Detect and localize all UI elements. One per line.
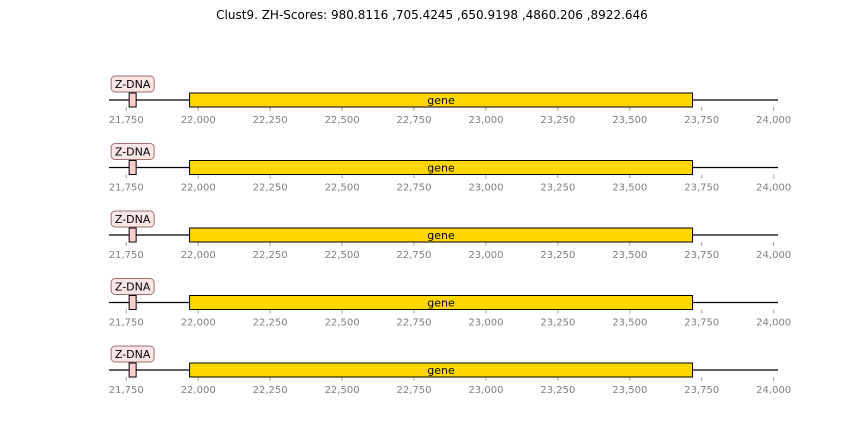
zdna-label: Z-DNA xyxy=(115,78,151,91)
tick-label: 22,750 xyxy=(397,115,432,126)
gene-feature xyxy=(189,295,694,310)
tick-label: 23,750 xyxy=(684,115,719,126)
tick-label: 23,500 xyxy=(612,115,647,126)
tick-label: 23,750 xyxy=(684,183,719,194)
tick-label: 22,500 xyxy=(325,183,360,194)
tick-label: 21,750 xyxy=(109,115,144,126)
tick-label: 22,000 xyxy=(181,183,216,194)
gene-label: gene xyxy=(427,162,455,175)
zdna-label-box xyxy=(110,210,155,228)
tick-label: 21,750 xyxy=(109,250,144,261)
zdna-label-box xyxy=(110,75,155,93)
tick-label: 23,000 xyxy=(468,183,503,194)
tick-label: 22,000 xyxy=(181,115,216,126)
tick-label: 22,000 xyxy=(181,385,216,396)
gene-feature xyxy=(189,160,694,175)
tick-label: 23,000 xyxy=(468,250,503,261)
tick-label: 22,250 xyxy=(253,318,288,329)
tick-label: 23,250 xyxy=(540,115,575,126)
tick-label: 23,250 xyxy=(540,183,575,194)
tick-label: 23,000 xyxy=(468,385,503,396)
tick-label: 22,750 xyxy=(397,385,432,396)
tick-label: 22,250 xyxy=(253,183,288,194)
gene-label: gene xyxy=(427,297,455,310)
zdna-feature xyxy=(128,295,137,310)
tick-label: 23,250 xyxy=(540,250,575,261)
tick-label: 22,500 xyxy=(325,318,360,329)
gene-label: gene xyxy=(427,364,455,377)
tick-label: 21,750 xyxy=(109,318,144,329)
tick-label: 23,500 xyxy=(612,318,647,329)
tick-label: 22,500 xyxy=(325,115,360,126)
tick-label: 22,250 xyxy=(253,385,288,396)
tick-label: 22,500 xyxy=(325,250,360,261)
tick-label: 23,000 xyxy=(468,318,503,329)
tick-label: 22,000 xyxy=(181,318,216,329)
tick-label: 24,000 xyxy=(756,183,791,194)
tick-label: 22,750 xyxy=(397,318,432,329)
tick-label: 24,000 xyxy=(756,250,791,261)
tick-label: 21,750 xyxy=(109,183,144,194)
chart-title: Clust9. ZH-Scores: 980.8116 ,705.4245 ,6… xyxy=(216,8,648,22)
tick-label: 23,250 xyxy=(540,318,575,329)
tick-label: 21,750 xyxy=(109,385,144,396)
zdna-feature xyxy=(128,362,137,378)
zdna-feature xyxy=(128,160,137,175)
tick-label: 23,500 xyxy=(612,385,647,396)
zdna-label: Z-DNA xyxy=(115,146,151,159)
gene-feature xyxy=(189,362,694,378)
tick-label: 24,000 xyxy=(756,385,791,396)
zdna-label-box xyxy=(110,345,155,363)
tick-label: 24,000 xyxy=(756,115,791,126)
tick-label: 23,250 xyxy=(540,385,575,396)
tick-label: 24,000 xyxy=(756,318,791,329)
tick-label: 23,000 xyxy=(468,115,503,126)
tick-label: 23,750 xyxy=(684,318,719,329)
tick-label: 22,750 xyxy=(397,183,432,194)
zdna-label-box xyxy=(110,143,155,160)
zdna-feature xyxy=(128,227,137,243)
tick-label: 23,750 xyxy=(684,385,719,396)
tick-label: 23,750 xyxy=(684,250,719,261)
tick-label: 22,250 xyxy=(253,250,288,261)
zdna-label: Z-DNA xyxy=(115,348,151,361)
zdna-label-box xyxy=(110,278,155,295)
gene-feature xyxy=(189,227,694,243)
gene-feature xyxy=(189,92,694,108)
tick-label: 22,250 xyxy=(253,115,288,126)
tick-label: 22,000 xyxy=(181,250,216,261)
gene-label: gene xyxy=(427,94,455,107)
tick-label: 22,750 xyxy=(397,250,432,261)
zdna-feature xyxy=(128,92,137,108)
tick-label: 23,500 xyxy=(612,250,647,261)
tick-label: 23,500 xyxy=(612,183,647,194)
zdna-label: Z-DNA xyxy=(115,213,151,226)
zdna-label: Z-DNA xyxy=(115,281,151,294)
gene-label: gene xyxy=(427,229,455,242)
tick-label: 22,500 xyxy=(325,385,360,396)
